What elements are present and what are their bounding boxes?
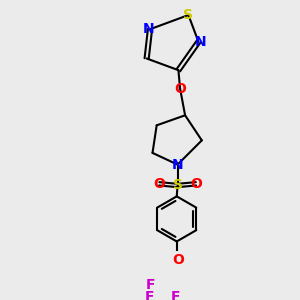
Text: O: O (153, 177, 165, 191)
Text: N: N (194, 35, 206, 49)
Text: O: O (172, 253, 184, 267)
Text: S: S (172, 178, 183, 193)
Text: F: F (144, 290, 154, 300)
Text: F: F (146, 278, 156, 292)
Text: O: O (190, 177, 202, 191)
Text: F: F (171, 290, 181, 300)
Text: O: O (174, 82, 186, 96)
Text: S: S (183, 8, 194, 22)
Text: N: N (172, 158, 183, 172)
Text: N: N (142, 22, 154, 36)
